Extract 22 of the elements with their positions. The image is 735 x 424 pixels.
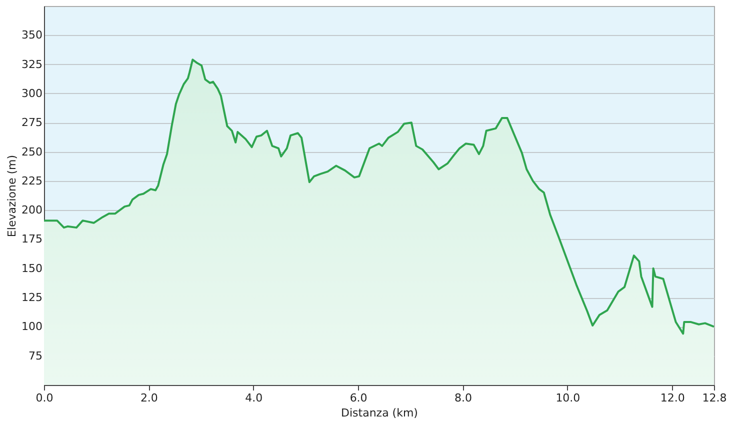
y-tick-label: 325 bbox=[22, 58, 42, 71]
y-tick-label: 275 bbox=[22, 116, 42, 130]
x-tick-label: 6.0 bbox=[350, 392, 368, 404]
x-tick-label: 8.0 bbox=[454, 392, 472, 404]
y-tick-label: 350 bbox=[22, 28, 42, 42]
y-tick-label: 225 bbox=[22, 174, 42, 188]
x-axis-title: Distanza (km) bbox=[341, 406, 418, 420]
y-tick-label: 250 bbox=[22, 145, 42, 158]
x-tick-label: 12.8 bbox=[702, 392, 727, 404]
y-tick-label: 75 bbox=[28, 349, 42, 362]
y-tick-label: 175 bbox=[22, 232, 42, 246]
y-axis-title: Elevazione (m) bbox=[6, 154, 19, 238]
y-tick-label: 150 bbox=[22, 262, 42, 275]
y-tick-label: 125 bbox=[22, 291, 42, 304]
x-tick-label: 10.0 bbox=[556, 392, 580, 404]
x-tick-label: 2.0 bbox=[140, 392, 158, 404]
x-tick-label: 12.0 bbox=[660, 392, 685, 404]
y-tick-label: 300 bbox=[22, 86, 42, 100]
y-tick-label: 100 bbox=[22, 320, 42, 334]
x-tick-label: 4.0 bbox=[245, 392, 263, 404]
x-tick-label: 0.0 bbox=[36, 392, 54, 404]
y-tick-label: 200 bbox=[22, 204, 42, 217]
